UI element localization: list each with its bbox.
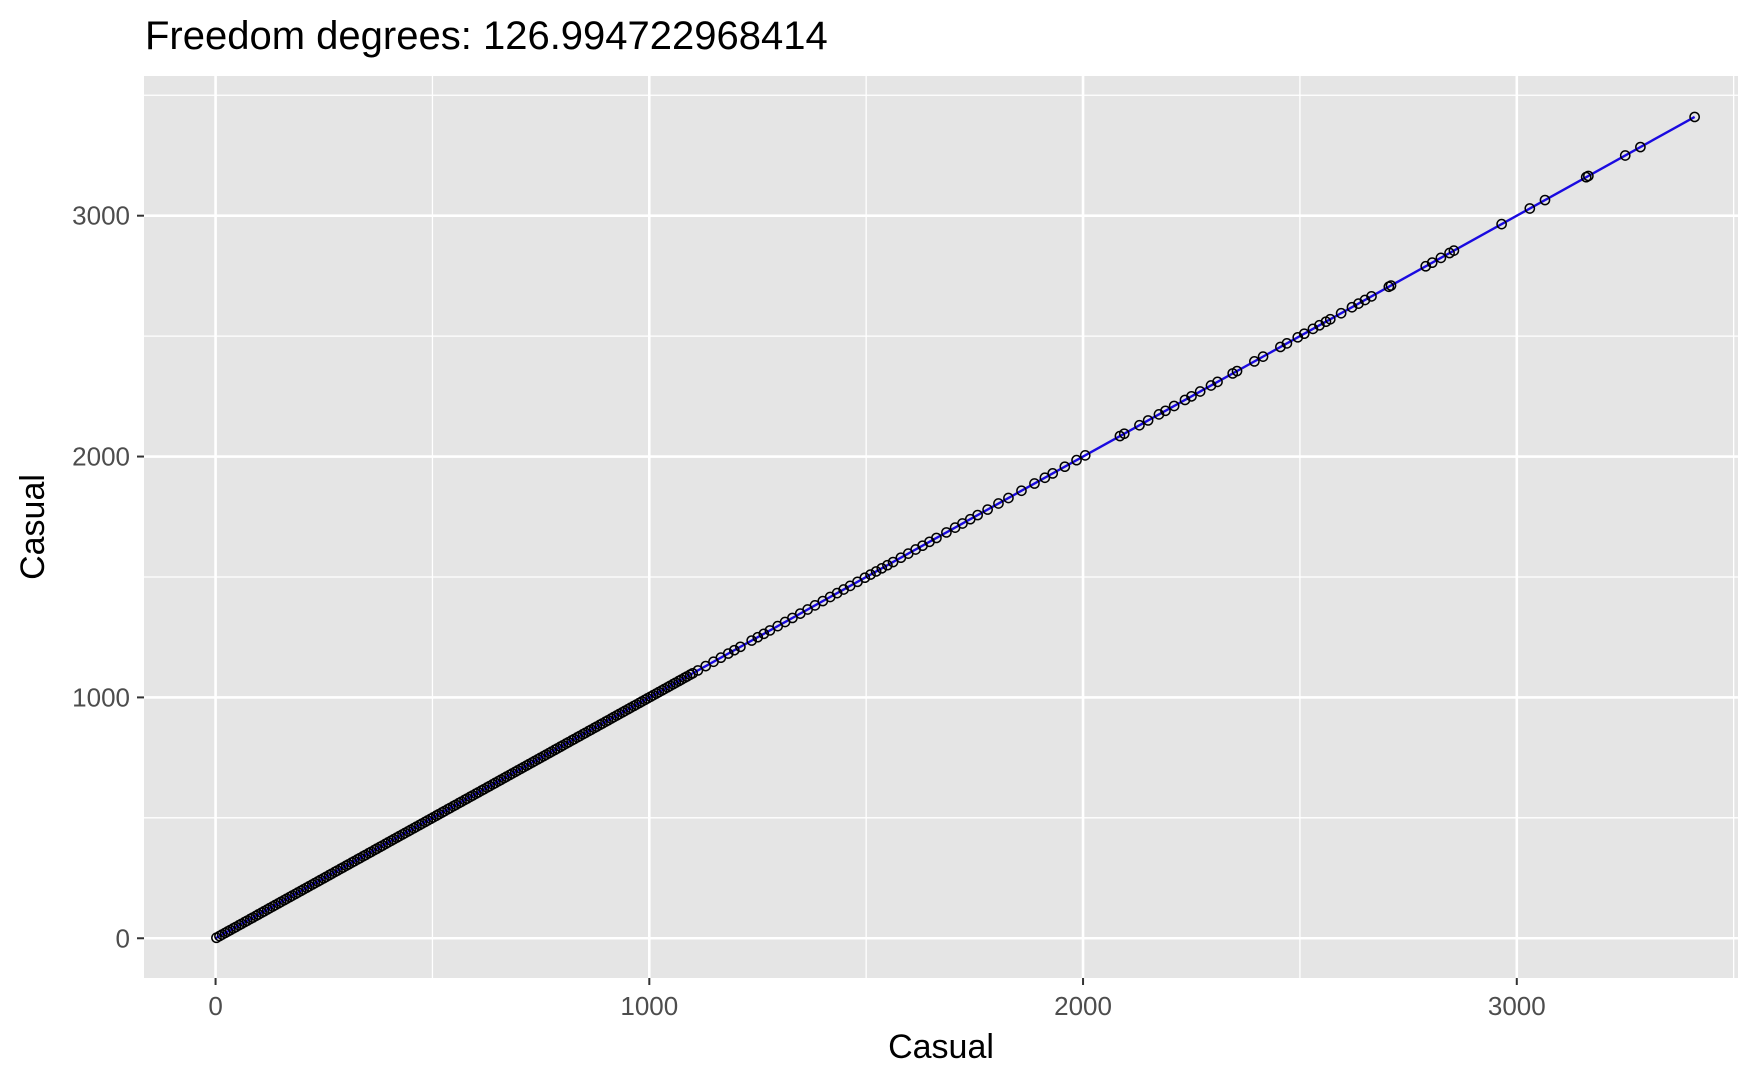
data-point <box>859 572 871 584</box>
data-point <box>1583 170 1594 182</box>
data-point <box>972 509 984 521</box>
data-point <box>1635 141 1646 153</box>
y-axis: 0 1000 2000 3000 <box>72 201 144 953</box>
data-point <box>1071 454 1082 466</box>
data-point <box>993 498 1004 509</box>
grid-major <box>144 76 1738 978</box>
data-point <box>1298 328 1310 340</box>
y-tick-label: 3000 <box>72 201 130 231</box>
data-point <box>687 667 699 679</box>
x-axis-title: Casual <box>888 1028 994 1066</box>
data-point <box>887 556 899 568</box>
fit-line <box>214 115 1696 940</box>
data-point <box>787 612 798 624</box>
data-point <box>1059 461 1071 473</box>
data-point <box>870 566 882 577</box>
data-point <box>746 635 758 646</box>
data-point <box>1257 351 1269 362</box>
data-point <box>1619 150 1631 161</box>
y-tick-label: 2000 <box>72 442 130 472</box>
data-point <box>692 665 704 676</box>
data-point <box>1335 307 1347 319</box>
grid-minor <box>144 76 1738 978</box>
data-point <box>1160 405 1171 417</box>
data-point <box>1079 450 1091 461</box>
data-point <box>1134 419 1145 431</box>
data-point <box>1448 245 1460 256</box>
data-point <box>764 625 776 636</box>
data-point <box>1029 478 1040 489</box>
data-point <box>1016 485 1027 497</box>
data-point <box>1168 400 1180 412</box>
chart-title: Freedom degrees: 126.994722968414 <box>145 14 828 58</box>
data-point <box>1435 252 1447 264</box>
data-point <box>1366 291 1377 302</box>
data-point <box>865 569 876 580</box>
data-point <box>1383 281 1395 293</box>
data-point <box>735 641 746 653</box>
data-point <box>809 600 821 611</box>
data-point <box>1324 313 1336 325</box>
data-point <box>1426 257 1438 269</box>
x-tick-label: 1000 <box>620 991 678 1021</box>
y-axis-title: Casual <box>14 474 52 580</box>
data-point <box>941 527 952 538</box>
data-point <box>1142 415 1154 426</box>
data-point <box>1689 111 1700 123</box>
data-point <box>1580 171 1592 183</box>
data-point <box>1039 472 1051 484</box>
data-point <box>728 644 740 656</box>
x-tick-label: 2000 <box>1054 991 1112 1021</box>
data-point <box>1496 218 1507 230</box>
x-tick-label: 3000 <box>1488 991 1546 1021</box>
data-point <box>1003 492 1014 504</box>
data-point <box>1249 356 1260 367</box>
data-point <box>1539 194 1551 206</box>
data-point <box>1231 365 1243 377</box>
data-point <box>957 518 968 529</box>
y-tick-label: 1000 <box>72 682 130 712</box>
data-point <box>876 562 888 574</box>
data-point <box>882 559 893 571</box>
data-point <box>982 504 993 515</box>
data-point <box>1212 376 1223 388</box>
x-tick-label: 0 <box>208 991 222 1021</box>
data-point <box>1194 386 1206 397</box>
data-point <box>931 532 942 544</box>
data-point <box>752 631 764 643</box>
data-point <box>1524 203 1536 214</box>
data-point <box>1047 468 1059 479</box>
data-point <box>1385 280 1397 291</box>
data-point <box>758 628 770 640</box>
y-tick-label: 0 <box>116 923 130 953</box>
x-axis: 0 1000 2000 3000 <box>208 978 1546 1021</box>
series-layer <box>211 111 1700 944</box>
data-point <box>1281 338 1293 349</box>
data-point <box>1118 428 1130 440</box>
data-point <box>700 660 712 672</box>
data-point <box>722 648 734 659</box>
data-point <box>1186 390 1197 402</box>
